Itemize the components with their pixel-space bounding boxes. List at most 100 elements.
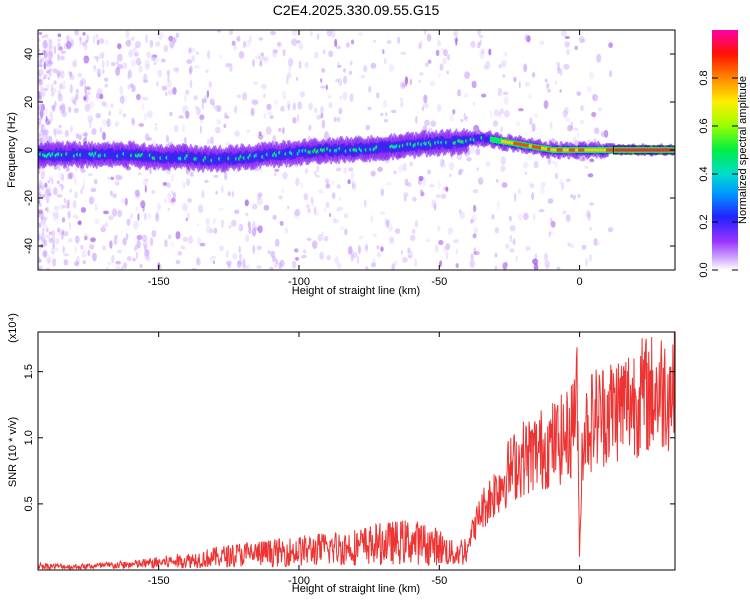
spectrogram-speckle xyxy=(38,103,44,111)
spectrogram-speckle xyxy=(591,111,597,118)
spectrogram-line-red xyxy=(544,147,548,151)
spectrogram-speckle xyxy=(46,43,52,53)
spectrogram-speckle xyxy=(51,92,55,97)
spectrogram-speckle xyxy=(40,87,46,96)
spectrogram-speckle xyxy=(525,246,531,251)
spectrogram-speckle xyxy=(72,61,76,68)
spectrogram-speckle xyxy=(205,217,210,226)
spectrogram-speckle xyxy=(376,251,382,258)
spectrogram-speckle xyxy=(332,217,337,223)
spectrogram-speckle xyxy=(69,75,75,81)
spectrogram-speckle xyxy=(418,79,421,84)
spectrogram-speckle xyxy=(287,103,291,112)
spectrogram-speckle xyxy=(261,84,267,90)
spectrogram-speckle xyxy=(42,216,48,221)
spectrogram-speckle xyxy=(70,125,73,133)
spectrogram-speckle xyxy=(452,30,457,37)
spectrogram-speckle xyxy=(493,120,499,127)
spectrogram-speckle xyxy=(501,182,508,188)
snr-panel: -150 -100 -50 0 0.5 1.0 1.5 Height of straigh… xyxy=(7,313,676,595)
spectrogram-speckle xyxy=(238,253,243,261)
spectrogram-speckle xyxy=(41,35,45,39)
spectrogram-speckle xyxy=(578,154,585,162)
spectrogram-speckle xyxy=(308,102,313,111)
spectrogram-speckle xyxy=(133,51,139,57)
spectrogram-speckle xyxy=(469,218,474,224)
spectrogram-speckle xyxy=(39,130,45,137)
spectrogram-speckle xyxy=(61,173,65,182)
spectrogram-speckle xyxy=(39,59,43,67)
spectrogram-speckle xyxy=(209,228,214,234)
spectrogram-speckle xyxy=(40,233,45,242)
spectrogram-speckle xyxy=(336,208,340,212)
spectrogram-speckle xyxy=(559,178,562,185)
spectrogram-speckle xyxy=(598,107,602,112)
spectrogram-speckle xyxy=(347,245,353,255)
spectrogram-speckle xyxy=(400,101,404,108)
spectrogram-speckle xyxy=(205,69,209,73)
spectrogram-speckle xyxy=(43,224,49,229)
spectrogram-speckle xyxy=(445,250,449,260)
spectrogram-speckle xyxy=(119,95,125,104)
spectrogram-speckle xyxy=(470,253,474,261)
spectrogram-speckle xyxy=(142,79,149,84)
spectrogram-speckle xyxy=(321,119,326,129)
spectrogram-speckle xyxy=(47,76,51,81)
spectrogram-speckle xyxy=(43,74,48,79)
spectrogram-speckle xyxy=(308,124,312,131)
spectrogram-speckle xyxy=(234,130,240,137)
spectrogram-speckle xyxy=(286,75,289,85)
spectrogram-speckle xyxy=(292,117,297,124)
spectrogram-speckle xyxy=(201,190,205,199)
spectrogram-speckle xyxy=(331,192,336,200)
spectrogram-speckle xyxy=(155,41,161,47)
spectrogram-line-red xyxy=(513,142,517,145)
spectrogram-speckle xyxy=(102,68,105,75)
spectrogram-speckle xyxy=(80,207,86,213)
spectrogram-speckle xyxy=(154,126,158,131)
spectrogram-speckle xyxy=(257,134,264,140)
snr-y-tick-label: 1.0 xyxy=(23,430,35,445)
spectrogram-speckle xyxy=(475,148,481,156)
spectrogram-speckle xyxy=(132,257,136,262)
spectrogram-speckle xyxy=(161,85,168,91)
spectrogram-speckle xyxy=(38,48,41,53)
spectrogram-speckle xyxy=(104,83,109,88)
spectrogram-speckle xyxy=(44,59,50,67)
spectrogram-speckle xyxy=(38,233,41,243)
spectrogram-speckle xyxy=(141,96,147,101)
spectrogram-speckle xyxy=(212,260,215,265)
spectrogram-speckle xyxy=(524,34,529,41)
spectrogram-speckle xyxy=(42,49,46,56)
spectrogram-speckle xyxy=(284,227,289,235)
spectrogram-speckle xyxy=(286,100,291,109)
spectrogram-speckle xyxy=(317,234,323,242)
spectrogram-speckle xyxy=(528,182,534,187)
spectrogram-speckle xyxy=(531,123,536,132)
spectrogram-speckle xyxy=(481,93,487,98)
spectrogram-line-red xyxy=(649,148,653,152)
spectrogram-speckle xyxy=(295,257,299,261)
spectrogram-speckle xyxy=(344,228,348,236)
spectrogram-speckle xyxy=(386,220,389,229)
spectrogram-speckle xyxy=(247,220,251,228)
spectrogram-speckle xyxy=(447,227,454,235)
spectrogram-speckle xyxy=(257,192,263,198)
spectrogram-speckle xyxy=(171,242,174,247)
spectrogram-speckle xyxy=(136,93,141,101)
spectrogram-speckle xyxy=(534,253,538,261)
spectrogram-speckle xyxy=(38,133,42,139)
spectrogram-speckle xyxy=(60,183,63,192)
spectrogram-speckle xyxy=(442,159,445,165)
spectrogram-speckle xyxy=(423,94,428,104)
spectrogram-speckle xyxy=(62,245,65,254)
spectrogram-speckle xyxy=(127,38,131,44)
spectrogram-speckle xyxy=(581,38,586,43)
spectrogram-speckle xyxy=(137,172,142,176)
spectrogram-speckle xyxy=(169,40,175,49)
spectrogram-speckle xyxy=(117,53,123,62)
spectrogram-speckle xyxy=(164,198,167,204)
spectrogram-speckle xyxy=(546,88,552,93)
spectrogram-speckle xyxy=(515,121,521,127)
spectrogram-speckle xyxy=(372,233,377,237)
